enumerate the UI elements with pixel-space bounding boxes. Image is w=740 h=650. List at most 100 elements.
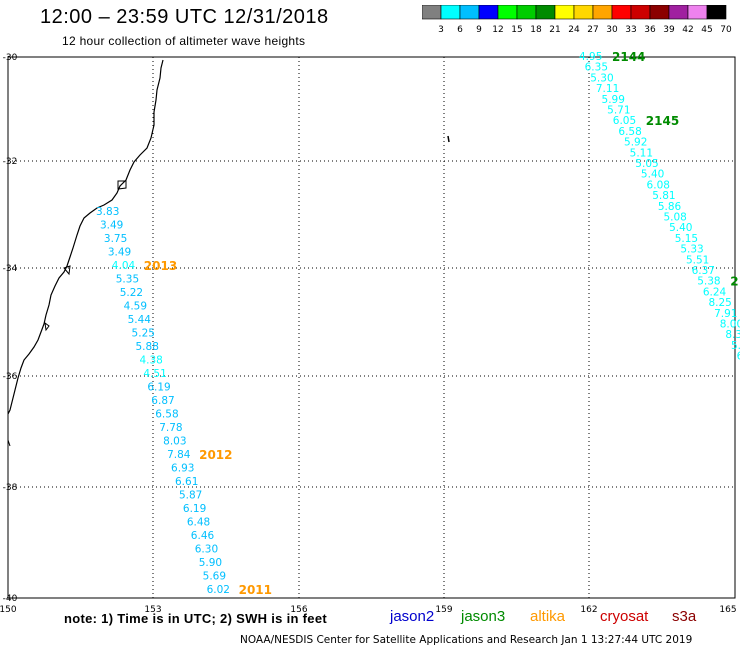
color-scale-label: 70 xyxy=(720,25,732,35)
swh-value: 3.75 xyxy=(104,233,127,245)
swh-value: 5.71 xyxy=(607,105,630,117)
color-scale-label: 9 xyxy=(476,25,482,35)
color-scale-label: 27 xyxy=(587,25,598,35)
color-scale-label: 33 xyxy=(625,25,636,35)
swh-value: 6.61 xyxy=(175,476,198,488)
color-scale-label: 39 xyxy=(663,25,675,35)
track-time-label: 2013 xyxy=(144,259,177,273)
swh-value: 5.92 xyxy=(624,137,647,149)
color-scale-label: 21 xyxy=(549,25,560,35)
swh-value: 4.59 xyxy=(124,301,147,313)
longitude-label: 153 xyxy=(144,605,161,615)
swh-value: 5.81 xyxy=(652,190,675,202)
swh-value: 5.90 xyxy=(199,557,222,569)
swh-value: 4.51 xyxy=(143,368,166,380)
coastline-detail xyxy=(44,180,127,332)
track-time-label: 21 xyxy=(730,275,740,289)
map-title: 12:00 – 23:59 UTC 12/31/2018 xyxy=(40,6,329,28)
latitude-label: -30 xyxy=(3,53,18,63)
track-time-label: 2012 xyxy=(199,448,232,462)
swh-value: 6.58 xyxy=(155,409,178,421)
swh-value: 6.46 xyxy=(191,530,215,542)
swh-value: 4.38 xyxy=(139,355,162,367)
swh-value: 5.33 xyxy=(680,244,703,256)
swh-value: 8.30 xyxy=(725,329,740,341)
swh-value: 5.08 xyxy=(663,212,686,224)
swh-value: 6.05 xyxy=(613,115,636,127)
swh-value: 8.03 xyxy=(163,436,186,448)
latitude-label: -34 xyxy=(3,264,18,274)
color-scale-label: 12 xyxy=(492,25,503,35)
color-scale-label: 42 xyxy=(682,25,693,35)
note-text: note: 1) Time is in UTC; 2) SWH is in fe… xyxy=(64,611,327,626)
swh-value: 5.99 xyxy=(602,94,625,106)
swh-value: 6.02 xyxy=(207,584,230,596)
legend-altika: altika xyxy=(530,608,566,625)
color-scale-label: 15 xyxy=(511,25,522,35)
swh-value: 6.58 xyxy=(618,126,641,138)
swh-value: 5.88 xyxy=(136,341,159,353)
legend-s3a: s3a xyxy=(672,608,697,625)
track-time-label: 2011 xyxy=(239,583,272,597)
swh-value: 3.49 xyxy=(108,247,131,259)
swh-value: 6.19 xyxy=(183,503,206,515)
swh-value: 5.22 xyxy=(120,287,143,299)
axis-labels: 150 153 156 159 162 165 -30 -32 -34 -36 -38 -40 xyxy=(0,53,737,615)
swh-value: 6 xyxy=(737,351,740,363)
swh-value: 7.11 xyxy=(596,83,619,95)
footer-credit: NOAA/NESDIS Center for Satellite Applica… xyxy=(240,634,693,646)
map-subtitle: 12 hour collection of altimeter wave hei… xyxy=(62,34,306,48)
color-scale-label: 36 xyxy=(644,25,656,35)
swh-value: 5.38 xyxy=(697,276,720,288)
swh-value: 6.87 xyxy=(151,395,174,407)
swh-value: 5.30 xyxy=(590,72,613,84)
swh-value: 6.48 xyxy=(187,517,210,529)
swh-value: 7.78 xyxy=(159,422,182,434)
swh-value: 4.95 xyxy=(579,51,602,63)
swh-value: 5.40 xyxy=(641,169,664,181)
swh-value: 5.86 xyxy=(658,201,682,213)
swh-value: 5.87 xyxy=(179,490,202,502)
swh-value: 7.84 xyxy=(167,449,191,461)
longitude-label: 162 xyxy=(580,605,597,615)
swh-value: 5.25 xyxy=(132,328,155,340)
color-scale-label: 45 xyxy=(701,25,712,35)
swh-value: 4.04 xyxy=(112,260,136,272)
swh-value: 8.25 xyxy=(708,297,731,309)
coastline-australia xyxy=(7,59,164,415)
swh-value: 5.40 xyxy=(669,222,692,234)
legend-cryosat: cryosat xyxy=(600,608,649,625)
swh-value: 7.91 xyxy=(714,308,737,320)
latitude-label: -38 xyxy=(3,483,18,493)
swh-value: 6.24 xyxy=(703,286,727,298)
swh-value: 5.9 xyxy=(731,340,740,352)
swh-value: 3.83 xyxy=(96,206,119,218)
swh-value: 6.37 xyxy=(692,265,715,277)
color-scale-label: 3 xyxy=(438,25,444,35)
latitude-label: -36 xyxy=(3,372,18,382)
coastline-south xyxy=(7,439,11,447)
swh-value: 8.00 xyxy=(720,319,740,331)
swh-value: 6.19 xyxy=(147,382,170,394)
color-scale-label: 24 xyxy=(568,25,580,35)
longitude-label: 165 xyxy=(719,605,736,615)
track-time-label: 2144 xyxy=(612,50,645,64)
altimeter-tracks: 3.833.493.753.494.045.355.224.595.445.25… xyxy=(96,50,740,597)
swh-value: 5.51 xyxy=(686,254,709,266)
legend-jason3: jason3 xyxy=(461,608,506,625)
latitude-label: -32 xyxy=(3,157,18,167)
color-swatch xyxy=(706,5,727,20)
latitude-label: -40 xyxy=(3,594,18,604)
track-time-label: 2145 xyxy=(646,114,679,128)
swh-value: 5.69 xyxy=(203,571,226,583)
legend-jason2: jason2 xyxy=(390,608,435,625)
swh-value: 3.49 xyxy=(100,220,123,232)
longitude-label: 150 xyxy=(0,605,17,615)
swh-value: 5.44 xyxy=(128,314,152,326)
swh-value: 5.11 xyxy=(630,147,653,159)
swh-value: 5.05 xyxy=(635,158,658,170)
island xyxy=(447,135,450,143)
color-scale-label: 30 xyxy=(606,25,618,35)
